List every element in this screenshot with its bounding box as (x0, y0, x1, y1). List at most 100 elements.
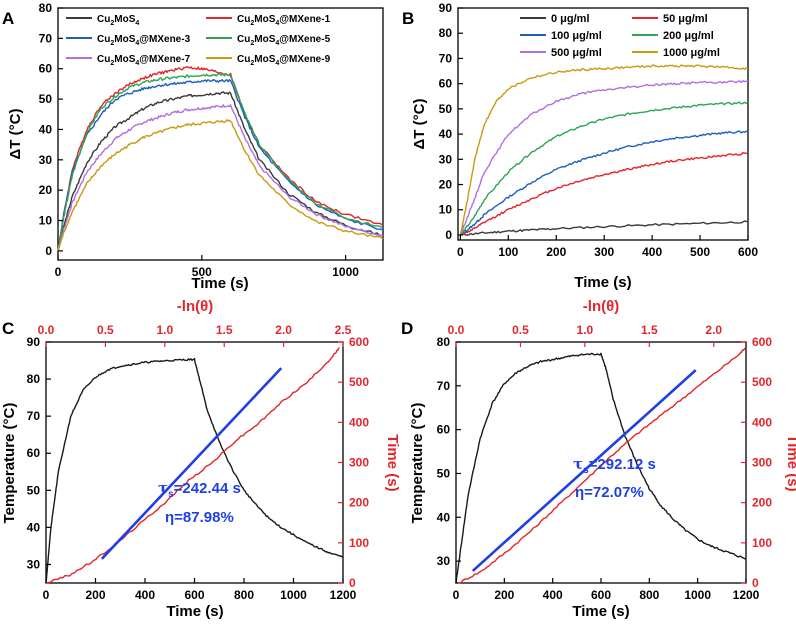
leg-mid: MoS (114, 34, 135, 45)
x-tick-label: 0 (43, 588, 50, 602)
panel-c-right-label: Time (s) (384, 434, 401, 491)
temperature-curve (45, 357, 344, 584)
y-tick-label: 50 (39, 92, 53, 106)
y-tick-label: 70 (437, 379, 451, 393)
x2-tick-label: 0.5 (97, 323, 114, 337)
leg-base: Cu (237, 54, 250, 65)
panel-d-right-ticks: 0 100 200 300 400 500 600 (741, 335, 772, 590)
tau-value: =292.12 s (589, 456, 656, 473)
series-line-6 (57, 119, 384, 252)
x2-tick-label: 1.0 (577, 323, 594, 337)
x-tick-label: 600 (591, 588, 611, 602)
panel-b-x-label: Time (s) (574, 274, 631, 291)
leg-sub1: 2 (110, 40, 114, 47)
x-tick-label: 600 (184, 588, 204, 602)
x2-tick-label: 1.5 (641, 323, 658, 337)
panel-b: B 0 100 200 300 400 500 600 0 10 20 30 40 50 60 70 80 9… (402, 1, 758, 291)
panel-a-x-ticks: 0 500 1000 (55, 255, 359, 279)
panel-d-top-ticks: 0.0 0.5 1.0 1.5 2.0 (448, 323, 722, 347)
x2-tick-label: 1.0 (156, 323, 173, 337)
y2-tick-label: 0 (349, 576, 356, 590)
leg-sub1: 2 (250, 60, 254, 67)
y-tick-label: 20 (39, 183, 53, 197)
leg-base: Cu (97, 54, 110, 65)
y-tick-label: 70 (27, 409, 41, 423)
leg-base: Cu (97, 34, 110, 45)
series-line-3 (459, 130, 749, 236)
leg-sub2: 4 (275, 60, 279, 67)
y-tick-label: 50 (437, 466, 451, 480)
y-tick-label: 70 (439, 51, 453, 65)
x-tick-label: 1200 (330, 588, 357, 602)
leg-base: Cu (237, 14, 250, 25)
leg-tail: @MXene-7 (139, 54, 190, 65)
panel-c-x-label: Time (s) (166, 603, 223, 620)
leg-sub2: 4 (135, 40, 139, 47)
legend-label-0: 0 μg/ml (551, 13, 590, 25)
y-tick-label: 40 (437, 510, 451, 524)
panel-a: A 0 500 1000 0 10 20 30 40 50 60 70 80 Time (s) ΔT… (2, 1, 384, 292)
leg-sub1: 2 (250, 40, 254, 47)
y2-tick-label: 200 (349, 496, 369, 510)
y-tick-label: 30 (439, 152, 453, 166)
x-tick-label: 800 (234, 588, 254, 602)
panel-b-label: B (402, 9, 414, 28)
y2-tick-label: 100 (349, 536, 369, 550)
panel-b-y-ticks: 0 10 20 30 40 50 60 70 80 90 (439, 1, 463, 242)
panel-a-label: A (2, 9, 14, 28)
leg-mid: MoS (114, 14, 135, 25)
panel-d-x-label: Time (s) (572, 603, 629, 620)
legend-label-mxene-1: Cu2MoS4@MXene-1 (237, 14, 331, 27)
series-line-5 (57, 104, 384, 252)
x2-tick-label: 2.5 (335, 323, 352, 337)
series-line-1 (57, 91, 384, 252)
leg-sub2: 4 (275, 20, 279, 27)
x-tick-label: 600 (738, 245, 758, 259)
y-tick-label: 60 (39, 62, 53, 76)
panel-d-tau-annotation: τs=292.12 s (573, 455, 656, 476)
temperature-curve (455, 352, 747, 584)
legend-label-cu2mos4: Cu2MoS4 (97, 14, 139, 27)
linear-fit-line (100, 367, 283, 560)
x-tick-label: 500 (192, 265, 212, 279)
x-tick-label: 1000 (280, 588, 307, 602)
panel-c-right-ticks: 0 100 200 300 400 500 600 (338, 335, 369, 590)
legend-label-200: 200 μg/ml (663, 30, 714, 42)
panel-d-series-group (455, 347, 747, 584)
x2-tick-label: 0.0 (448, 323, 465, 337)
y-tick-label: 10 (439, 203, 453, 217)
y-tick-label: 20 (439, 178, 453, 192)
tau-sub: s (583, 465, 589, 476)
leg-mid: MoS (254, 54, 275, 65)
leg-sub2: 4 (275, 40, 279, 47)
leg-tail: @MXene-3 (139, 34, 190, 45)
y-tick-label: 60 (439, 77, 453, 91)
y-tick-label: 80 (439, 26, 453, 40)
ln-theta-curve (458, 347, 746, 584)
x-tick-label: 400 (642, 245, 662, 259)
legend-label-mxene-3: Cu2MoS4@MXene-3 (97, 34, 191, 47)
x-tick-label: 1000 (332, 265, 359, 279)
panel-c-tau-annotation: τs=242.44 s (158, 479, 241, 500)
y-tick-label: 50 (27, 483, 41, 497)
panel-a-legend: Cu2MoS4 Cu2MoS4@MXene-1 Cu2MoS4@MXene-3 … (66, 14, 331, 67)
panel-c-label: C (2, 319, 14, 338)
y2-tick-label: 300 (349, 456, 369, 470)
y-tick-label: 80 (39, 1, 53, 15)
leg-tail: @MXene-5 (279, 34, 330, 45)
series-line-4 (459, 101, 749, 236)
y-tick-label: 0 (445, 228, 452, 242)
tau-value: =242.44 s (174, 480, 241, 497)
y-tick-label: 70 (39, 31, 53, 45)
leg-sub1: 2 (250, 20, 254, 27)
panel-d-x-ticks: 0 200 400 600 800 1000 1200 (453, 578, 760, 602)
x-tick-label: 200 (494, 588, 514, 602)
leg-sub2: 4 (135, 60, 139, 67)
panel-d-eta-annotation: η=72.07% (575, 484, 644, 501)
x-tick-label: 0 (453, 588, 460, 602)
y-tick-label: 50 (439, 102, 453, 116)
leg-mid: MoS (254, 14, 275, 25)
